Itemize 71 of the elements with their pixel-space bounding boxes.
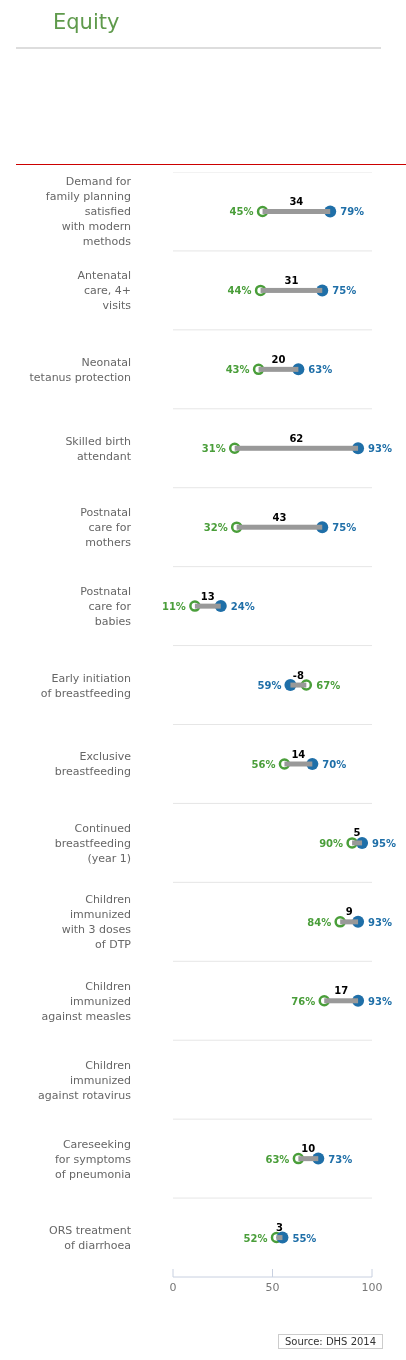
data-label: 43% — [225, 364, 250, 376]
data-label: 75% — [332, 522, 357, 534]
data-label: 5 — [353, 827, 361, 839]
y-tick-label: Skilled birth attendant — [65, 434, 132, 463]
data-label: 31 — [284, 274, 299, 286]
data-label: 73% — [328, 1153, 353, 1165]
data-label: 17 — [334, 985, 349, 997]
y-tick-label: Postnatal care for babies — [80, 585, 132, 629]
y-tick-label: Early initiation of breastfeeding — [40, 671, 132, 700]
data-label: 75% — [332, 285, 357, 297]
data-label: 43 — [272, 511, 287, 523]
data-label: 52% — [243, 1232, 268, 1244]
data-label: 32% — [203, 522, 228, 534]
data-label: 63% — [308, 364, 333, 376]
data-label: -8 — [292, 669, 304, 681]
data-label: 95% — [372, 837, 396, 849]
y-tick-label: ORS treatment of diarrhoea — [49, 1224, 132, 1253]
data-label: 93% — [368, 443, 393, 455]
y-tick-label: Children immunized with 3 doses of DTP — [61, 893, 132, 952]
data-label: 3 — [275, 1222, 283, 1234]
data-label: 45% — [229, 206, 254, 218]
bar — [258, 366, 299, 372]
data-label: 24% — [230, 601, 255, 613]
data-label: 59% — [257, 680, 282, 692]
x-tick-label: 0 — [169, 1280, 177, 1294]
bar — [340, 919, 359, 925]
data-label: 90% — [319, 837, 344, 849]
data-label: 34 — [289, 196, 304, 207]
data-label: 56% — [251, 758, 276, 770]
bar — [262, 209, 331, 214]
data-label: 84% — [307, 916, 332, 928]
y-tick-label: Antenatal care, 4+ visits — [77, 269, 132, 313]
data-label: 11% — [161, 601, 186, 613]
data-label: 9 — [345, 906, 353, 918]
bar — [276, 1235, 283, 1241]
x-tick-label: 50 — [265, 1280, 280, 1294]
y-tick-label: Exclusive breastfeeding — [54, 750, 132, 779]
data-label: 13 — [200, 590, 215, 602]
y-tick-label: Children immunized against measles — [41, 979, 132, 1023]
data-label: 70% — [322, 758, 347, 770]
data-label: 79% — [340, 206, 365, 218]
bar — [236, 524, 323, 530]
data-label: 44% — [227, 285, 252, 297]
bar — [290, 682, 307, 688]
data-label: 20 — [271, 353, 286, 365]
y-tick-label: Postnatal care for mothers — [80, 506, 132, 550]
y-tick-label: Demand for family planning satisfied with modern methods — [45, 175, 132, 249]
y-tick-label: Neonatal tetanus protection — [29, 355, 132, 384]
bar — [260, 287, 323, 293]
bar — [352, 840, 363, 846]
x-tick-label: 100 — [361, 1280, 383, 1294]
data-label: 67% — [316, 680, 341, 692]
data-label: 62 — [289, 432, 304, 444]
bar — [194, 603, 221, 609]
data-label: 14 — [291, 748, 306, 760]
bar — [234, 445, 359, 451]
data-label: 55% — [292, 1232, 317, 1244]
y-tick-label: Careseeking for symptoms of pneumonia — [54, 1137, 132, 1181]
data-label: 63% — [265, 1153, 290, 1165]
data-label: 93% — [368, 995, 393, 1007]
bar — [298, 1156, 319, 1162]
data-label: 93% — [368, 916, 393, 928]
data-label: 31% — [201, 443, 226, 455]
data-label: 10 — [301, 1143, 316, 1155]
bar — [324, 998, 359, 1004]
source-note: Source: DHS 2014 — [278, 1334, 384, 1349]
y-tick-label: Children immunized against rotavirus — [38, 1058, 132, 1102]
chart-title: Equity — [53, 10, 120, 34]
y-tick-label: Continued breastfeeding (year 1) — [54, 821, 131, 865]
bar — [284, 761, 313, 767]
data-label: 76% — [291, 995, 316, 1007]
